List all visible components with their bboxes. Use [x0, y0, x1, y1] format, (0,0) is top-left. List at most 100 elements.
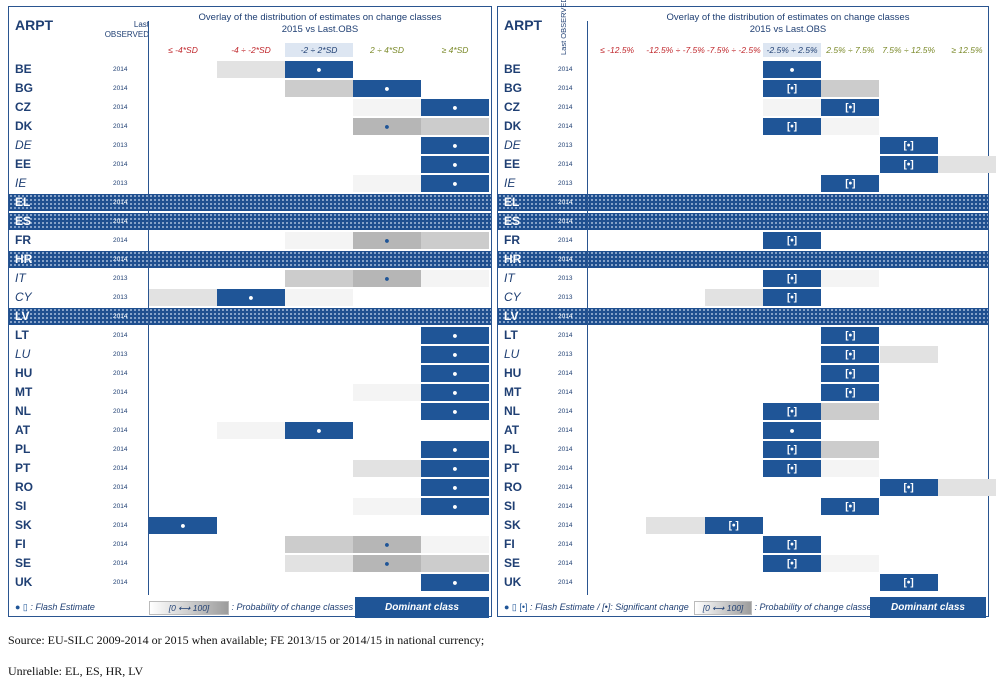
dominant-class-cell: [421, 156, 489, 173]
country-code: SI: [15, 499, 27, 513]
significant-change-icon: [•]: [786, 463, 798, 474]
country-code: CZ: [504, 100, 520, 114]
flash-estimate-icon: ●: [452, 387, 458, 397]
right-row-ee: EE 2014 [•]: [498, 155, 997, 174]
dominant-class-cell: [879, 137, 938, 154]
country-code: EL: [15, 195, 31, 209]
significant-change-icon: [•]: [728, 520, 739, 531]
last-observed-year: 2014: [113, 104, 128, 111]
flash-estimate-icon: ●: [180, 520, 186, 530]
probability-cell: [285, 232, 353, 249]
dominant-class-cell: [762, 289, 822, 306]
left-row-sk: SK 2014 ●: [9, 516, 491, 535]
flash-estimate-icon: ●: [452, 178, 458, 188]
right-row-se: SE 2014 [•]: [498, 554, 988, 573]
last-observed-year: 2014: [558, 199, 573, 206]
country-code: SI: [504, 499, 516, 513]
flash-estimate-marker: [•]: [763, 118, 821, 135]
flash-estimate-marker: ●: [353, 270, 421, 287]
right-class-header-5: 7.5% ÷ 12.5%: [882, 45, 936, 55]
country-code: IT: [15, 271, 26, 285]
left-row-bg: BG 2014 ●: [9, 79, 491, 98]
dominant-class-cell: [421, 403, 489, 420]
dominant-class-cell: [217, 289, 285, 306]
flash-estimate-marker: ●: [421, 441, 489, 458]
last-observed-year: 2014: [113, 560, 128, 567]
left-row-it: IT 2013 ●: [9, 269, 491, 288]
left-row-be: BE 2014 ●: [9, 60, 491, 79]
flash-estimate-icon: ●: [452, 577, 458, 587]
probability-cell: [421, 555, 489, 572]
right-row-at: AT 2014 ●: [498, 421, 988, 440]
flash-estimate-marker: [•]: [763, 289, 821, 306]
flash-estimate-marker: [•]: [880, 137, 938, 154]
country-code: ES: [504, 214, 521, 228]
last-observed-year: 2014: [113, 161, 128, 168]
flash-estimate-marker: [•]: [821, 99, 879, 116]
right-legend-flash: ● ▯ [•] : Flash Estimate / [•]: Signific…: [504, 602, 689, 612]
flash-estimate-icon: ●: [384, 121, 390, 131]
country-code: SE: [15, 556, 32, 570]
country-code: DE: [15, 138, 32, 152]
dominant-class-cell: [762, 555, 822, 572]
left-row-lv: LV 2014: [9, 307, 491, 326]
dominant-class-cell: [762, 118, 822, 135]
flash-estimate-icon: ● ▯: [15, 602, 28, 612]
right-class-header-0: ≤ -12.5%: [600, 45, 635, 55]
country-code: AT: [15, 423, 31, 437]
range-to: 100]: [192, 602, 210, 613]
flash-estimate-icon: ● ▯ [•]: [504, 602, 528, 612]
left-row-cy: CY 2013 ●: [9, 288, 491, 307]
country-code: IE: [504, 176, 516, 190]
flash-estimate-marker: ●: [421, 365, 489, 382]
dominant-class-cell: [821, 175, 880, 192]
left-row-mt: MT 2014 ●: [9, 383, 491, 402]
significant-change-icon: [•]: [786, 292, 798, 303]
probability-cell: [285, 555, 353, 572]
flash-estimate-marker: [•]: [763, 441, 821, 458]
left-row-fi: FI 2014 ●: [9, 535, 491, 554]
left-row-pt: PT 2014 ●: [9, 459, 491, 478]
country-code: MT: [15, 385, 33, 399]
left-legend-flash-label: Flash Estimate: [35, 602, 95, 612]
unreliable-hatch: [498, 251, 988, 268]
dominant-class-cell: [821, 327, 880, 344]
flash-estimate-marker: ●: [421, 403, 489, 420]
country-code: LT: [15, 328, 29, 342]
flash-estimate-icon: ●: [452, 159, 458, 169]
flash-estimate-icon: ●: [452, 102, 458, 112]
last-observed-year: 2013: [558, 351, 573, 358]
dominant-class-cell: [421, 137, 489, 154]
last-observed-year: 2014: [113, 256, 128, 263]
source-note: Source: EU-SILC 2009-2014 or 2015 when a…: [8, 633, 485, 647]
significant-change-icon: [•]: [903, 577, 914, 588]
country-code: DK: [504, 119, 522, 133]
last-observed-year: 2013: [113, 294, 128, 301]
significant-change-icon: [•]: [903, 140, 914, 151]
significant-change-icon: [•]: [845, 102, 856, 113]
country-code: SK: [15, 518, 32, 532]
unreliable-hatch: [9, 251, 491, 268]
probability-cell: [285, 80, 353, 97]
right-legend-prob: [0 ⟷ 100] : Probability of change classe…: [694, 597, 876, 618]
last-observed-year: 2014: [113, 541, 128, 548]
country-code: HU: [15, 366, 33, 380]
left-row-lu: LU 2013 ●: [9, 345, 491, 364]
flash-estimate-marker: [•]: [821, 498, 879, 515]
probability-cell: [353, 460, 421, 477]
probability-cell: [937, 156, 997, 173]
right-row-fi: FI 2014 [•]: [498, 535, 988, 554]
unreliable-hatch: [498, 213, 988, 230]
country-code: UK: [504, 575, 522, 589]
probability-cell: [149, 289, 217, 306]
significant-change-icon: [•]: [786, 444, 798, 455]
flash-estimate-marker: ●: [421, 574, 489, 591]
left-row-lt: LT 2014 ●: [9, 326, 491, 345]
flash-estimate-marker: ●: [421, 156, 489, 173]
dominant-class-cell: [762, 232, 822, 249]
last-observed-year: 2014: [558, 465, 573, 472]
right-title: Overlay of the distribution of estimates…: [666, 12, 910, 23]
probability-cell: [353, 175, 421, 192]
right-row-hu: HU 2014 [•]: [498, 364, 988, 383]
flash-estimate-marker: [•]: [763, 460, 821, 477]
